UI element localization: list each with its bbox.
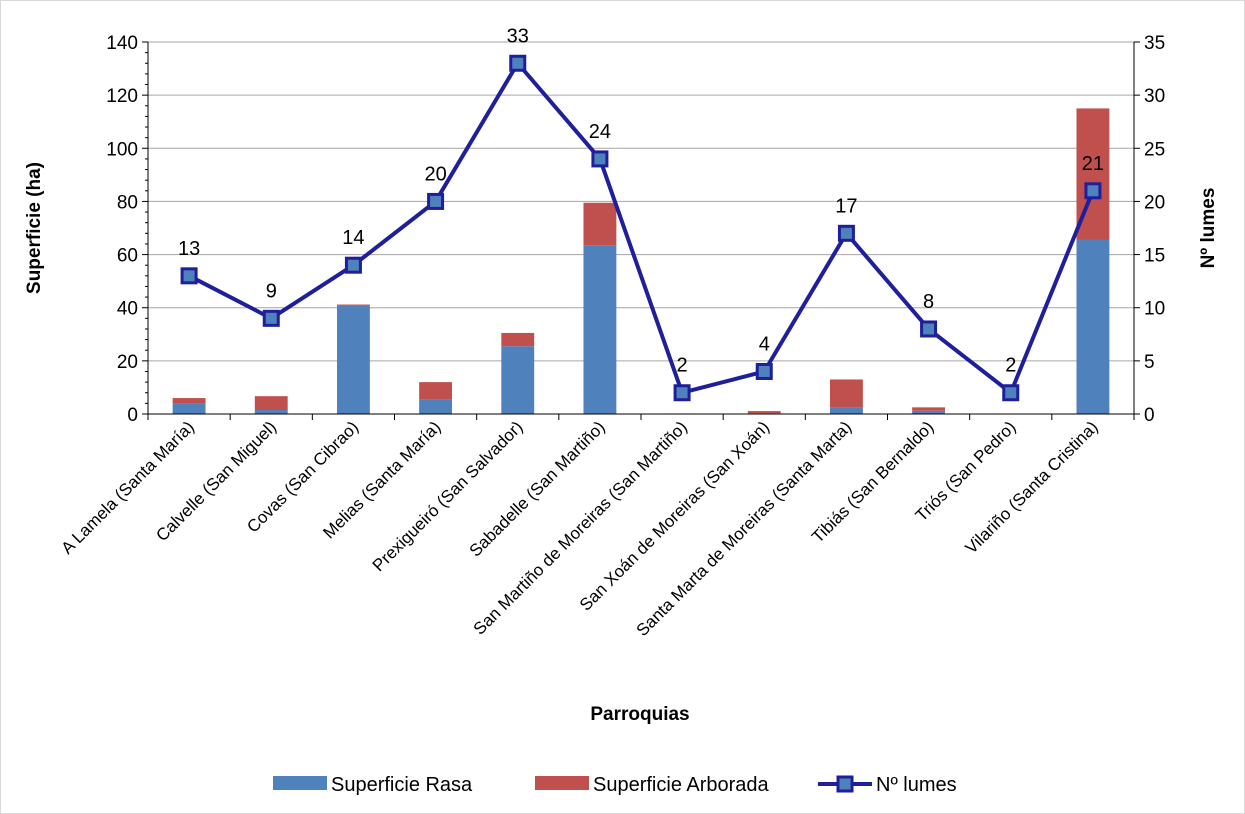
legend-label-rasa: Superficie Rasa [331, 774, 473, 796]
data-label-lumes: 9 [266, 280, 277, 302]
bar-rasa [583, 245, 617, 414]
data-label-lumes: 13 [178, 238, 200, 260]
y-tick-label: 80 [117, 192, 138, 213]
marker-lumes [837, 224, 855, 242]
data-label-lumes: 21 [1082, 153, 1104, 175]
data-label-lumes: 17 [835, 195, 857, 217]
bar-arborada [254, 396, 288, 411]
line-lumes [188, 61, 1095, 395]
legend-item-lumes: Nº lumes [818, 774, 957, 796]
legend-swatch-rasa [273, 776, 327, 790]
bar-arborada [336, 304, 370, 306]
bar-series [172, 108, 1110, 414]
legend-marker-lumes [836, 775, 854, 793]
bar-arborada [501, 332, 535, 347]
bar-rasa [501, 346, 535, 414]
marker-lumes [755, 362, 773, 380]
y-tick-label: 120 [106, 86, 138, 107]
marker-lumes [920, 320, 938, 338]
marker-lumes [509, 54, 527, 72]
legend-item-arborada: Superficie Arborada [535, 774, 770, 796]
y2-tick-label: 10 [1144, 299, 1165, 320]
y2-tick-label: 5 [1144, 352, 1155, 373]
legend: Superficie Rasa Superficie Arborada Nº l… [273, 774, 957, 796]
legend-label-arborada: Superficie Arborada [593, 774, 770, 796]
y2-tick-label: 35 [1144, 33, 1165, 54]
marker-lumes [180, 267, 198, 285]
bar-rasa [419, 399, 453, 414]
legend-swatch-arborada [535, 776, 589, 790]
bar-rasa [336, 305, 370, 414]
bar-rasa [254, 410, 288, 414]
x-axis-title: Parroquias [590, 704, 689, 725]
data-label-lumes: 2 [677, 355, 688, 377]
y-tick-label: 40 [117, 299, 138, 320]
bar-rasa [1076, 239, 1110, 414]
y-tick-label: 100 [106, 139, 138, 160]
bar-arborada [172, 398, 206, 404]
y2-tick-label: 20 [1144, 192, 1165, 213]
legend-label-lumes: Nº lumes [876, 774, 957, 796]
marker-lumes [591, 150, 609, 168]
y2-tick-label: 30 [1144, 86, 1165, 107]
data-label-lumes: 20 [424, 163, 446, 185]
marker-lumes [427, 192, 445, 210]
y2-tick-label: 15 [1144, 246, 1165, 267]
y2-tick-label: 25 [1144, 139, 1165, 160]
marker-lumes [1002, 384, 1020, 402]
bar-arborada [829, 379, 863, 408]
marker-lumes [262, 309, 280, 327]
data-label-lumes: 8 [923, 291, 934, 313]
marker-lumes [344, 256, 362, 274]
bar-rasa [912, 410, 946, 414]
y2-tick-label: 0 [1144, 405, 1155, 426]
bar-arborada [912, 407, 946, 411]
data-label-lumes: 4 [759, 333, 770, 355]
bar-rasa [172, 403, 206, 414]
bar-rasa [829, 407, 863, 414]
legend-item-rasa: Superficie Rasa [273, 774, 473, 796]
y-tick-label: 20 [117, 352, 138, 373]
marker-lumes [673, 384, 691, 402]
bar-arborada [583, 202, 617, 246]
data-label-lumes: 24 [589, 121, 611, 143]
data-label-lumes: 33 [507, 25, 529, 47]
data-label-lumes: 2 [1005, 355, 1016, 377]
data-label-lumes: 14 [342, 227, 364, 249]
y-axis-title: Superficie (ha) [24, 162, 45, 294]
y-tick-label: 60 [117, 246, 138, 267]
y-tick-label: 0 [127, 405, 138, 426]
bar-arborada [419, 382, 453, 400]
y-tick-label: 140 [106, 33, 138, 54]
y2-axis-title: Nº lumes [1198, 188, 1219, 269]
bar-arborada [747, 411, 781, 414]
marker-lumes [1084, 182, 1102, 200]
line-series [180, 54, 1102, 402]
